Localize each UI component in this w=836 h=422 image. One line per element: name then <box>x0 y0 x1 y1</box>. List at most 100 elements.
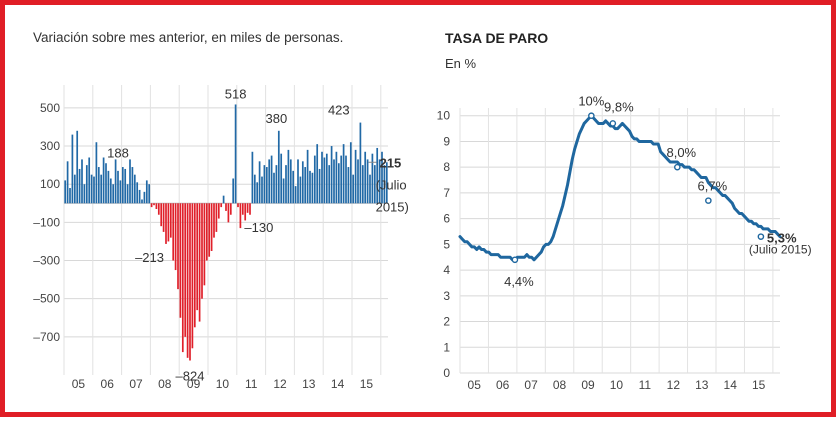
y-tick-label: 500 <box>40 101 60 115</box>
bar <box>97 167 100 204</box>
bar <box>220 203 223 208</box>
bar <box>280 153 283 204</box>
bar <box>297 159 299 204</box>
bar <box>337 163 340 204</box>
bar <box>76 130 79 204</box>
bar <box>323 157 326 204</box>
y-tick-label: 100 <box>40 177 60 191</box>
bar <box>117 170 119 204</box>
bar <box>258 161 261 204</box>
bar <box>102 157 105 204</box>
bar <box>333 159 335 204</box>
y-tick-label: –100 <box>33 215 60 229</box>
bar <box>133 174 136 204</box>
bar <box>210 203 213 251</box>
bar <box>69 188 71 204</box>
x-tick-label: 12 <box>273 377 287 391</box>
bar <box>234 104 237 204</box>
x-tick-label: 07 <box>129 377 143 391</box>
data-label: 10% <box>578 94 604 109</box>
data-label: 4,4% <box>504 274 534 289</box>
point-marker <box>511 256 519 264</box>
bar <box>277 130 280 204</box>
bar-chart-x-ticks: 05 06 07 08 09 10 11 12 13 14 15 <box>72 377 374 391</box>
x-tick-label: 06 <box>496 378 510 392</box>
bar-chart-grid <box>63 85 388 375</box>
x-tick-label: 14 <box>331 377 345 391</box>
bar <box>299 176 302 204</box>
x-tick-label: 05 <box>72 377 86 391</box>
bar <box>198 203 201 322</box>
x-tick-label: 08 <box>553 378 567 392</box>
bar <box>237 203 239 208</box>
bar <box>376 147 379 204</box>
x-tick-label: 13 <box>695 378 709 392</box>
bar <box>232 178 235 204</box>
bar <box>208 203 211 257</box>
bar <box>155 203 158 210</box>
line-chart-title: TASA DE PARO <box>445 30 548 46</box>
bar <box>109 178 112 204</box>
change-bar-chart: Variación sobre mes anterior, en miles d… <box>33 30 409 391</box>
bar <box>359 122 362 204</box>
bar <box>177 203 179 290</box>
bar <box>136 182 139 204</box>
bar <box>107 170 110 204</box>
x-tick-label: 05 <box>468 378 482 392</box>
bar <box>229 203 232 215</box>
bar <box>64 180 67 204</box>
bar <box>184 203 187 337</box>
x-tick-label: 11 <box>639 378 652 392</box>
bar <box>172 203 175 261</box>
bar <box>251 151 254 204</box>
bar <box>270 155 273 204</box>
x-tick-label: 10 <box>216 377 230 391</box>
data-label: –213 <box>135 250 164 265</box>
x-tick-label: 15 <box>360 377 374 391</box>
bar <box>66 161 69 204</box>
data-label: 380 <box>266 111 288 126</box>
data-label: (Julio <box>376 177 407 192</box>
data-label: –130 <box>244 220 273 235</box>
bar <box>273 172 275 204</box>
bar <box>294 186 297 204</box>
bar <box>119 180 122 204</box>
data-label: 215 <box>380 155 402 170</box>
bar <box>78 168 81 204</box>
y-tick-label: 10 <box>437 109 451 123</box>
bar <box>352 174 355 204</box>
line-chart-series <box>458 114 782 262</box>
bar <box>85 165 88 204</box>
bar <box>313 155 316 204</box>
bar <box>205 203 208 261</box>
data-label: (Julio 2015) <box>749 242 812 256</box>
bar <box>383 165 386 204</box>
bar <box>88 157 91 204</box>
point-marker <box>674 163 681 171</box>
bar <box>292 170 295 204</box>
bar <box>193 203 196 328</box>
bar <box>105 163 107 204</box>
bar <box>330 146 333 204</box>
bar <box>325 153 328 204</box>
bar <box>239 203 242 229</box>
y-tick-label: 2 <box>443 315 450 329</box>
bar <box>381 151 383 204</box>
x-tick-label: 09 <box>581 378 595 392</box>
y-tick-label: 4 <box>443 263 450 277</box>
data-label: 5,3% <box>767 231 797 246</box>
data-label: 6,7% <box>698 179 728 194</box>
bar <box>268 159 271 204</box>
bar <box>179 203 182 318</box>
bar <box>301 161 304 204</box>
bar <box>121 167 124 204</box>
bar <box>203 203 206 286</box>
point-marker <box>705 197 712 204</box>
bar <box>289 159 292 204</box>
bar <box>371 153 374 204</box>
bar <box>165 203 167 244</box>
bar <box>157 203 160 215</box>
bar <box>316 144 319 204</box>
